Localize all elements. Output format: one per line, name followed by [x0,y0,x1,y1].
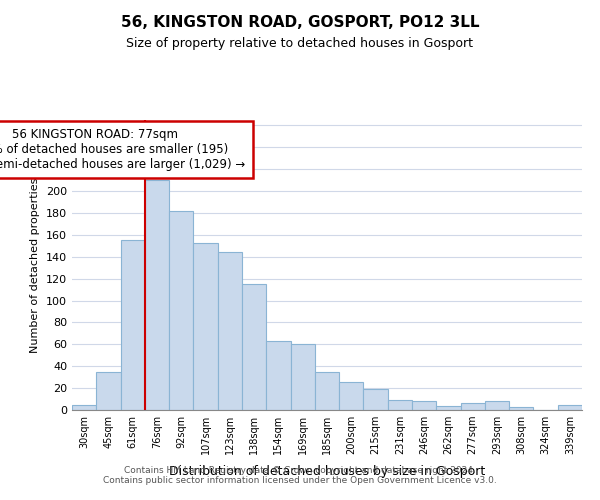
Bar [509,406,533,410]
Text: 56, KINGSTON ROAD, GOSPORT, PO12 3LL: 56, KINGSTON ROAD, GOSPORT, PO12 3LL [121,15,479,30]
Text: 56 KINGSTON ROAD: 77sqm
← 16% of detached houses are smaller (195)
84% of semi-d: 56 KINGSTON ROAD: 77sqm ← 16% of detache… [0,128,245,170]
Bar [485,401,509,410]
Bar [412,401,436,410]
X-axis label: Distribution of detached houses by size in Gosport: Distribution of detached houses by size … [169,466,485,478]
Bar [193,242,218,410]
Bar [169,211,193,410]
Bar [315,372,339,410]
Bar [436,406,461,410]
Bar [290,344,315,410]
Bar [96,372,121,410]
Bar [339,382,364,410]
Y-axis label: Number of detached properties: Number of detached properties [31,178,40,352]
Bar [121,240,145,410]
Bar [72,404,96,410]
Bar [218,252,242,410]
Text: Contains HM Land Registry data © Crown copyright and database right 2024.
Contai: Contains HM Land Registry data © Crown c… [103,466,497,485]
Bar [242,284,266,410]
Bar [461,404,485,410]
Bar [558,404,582,410]
Text: Size of property relative to detached houses in Gosport: Size of property relative to detached ho… [127,38,473,51]
Bar [266,341,290,410]
Bar [364,389,388,410]
Bar [388,400,412,410]
Bar [145,180,169,410]
